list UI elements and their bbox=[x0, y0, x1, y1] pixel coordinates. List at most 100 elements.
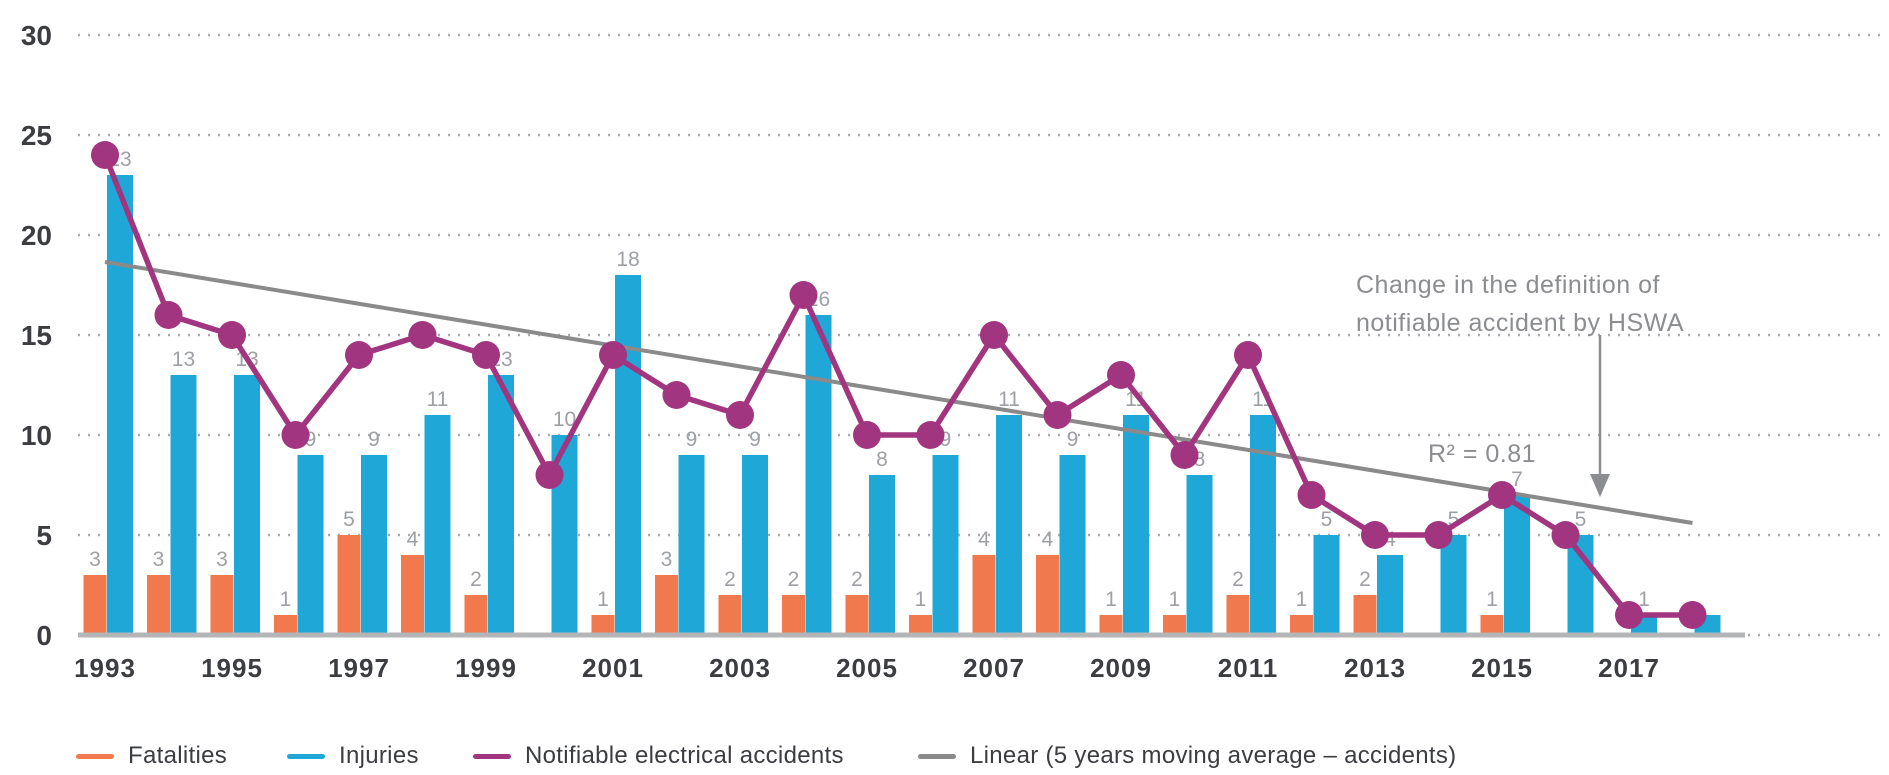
fatalities-value-label: 3 bbox=[89, 548, 101, 571]
fatalities-bar bbox=[401, 555, 424, 635]
injuries-bar bbox=[805, 315, 832, 635]
injuries-bar bbox=[1377, 555, 1403, 635]
injuries-value-label: 9 bbox=[368, 428, 380, 451]
fatalities-bar bbox=[83, 575, 107, 635]
x-axis-tick-label: 2013 bbox=[1344, 653, 1406, 683]
annotation-arrow-icon bbox=[1590, 335, 1610, 497]
fatalities-bar bbox=[464, 595, 488, 635]
fatalities-value-label: 1 bbox=[1105, 588, 1117, 611]
legend-item-fatalities: Fatalities bbox=[76, 742, 227, 770]
injuries-bar bbox=[869, 475, 895, 635]
injuries-value-label: 11 bbox=[427, 388, 449, 411]
linear-trend-swatch-icon bbox=[918, 753, 956, 759]
notifiable-accidents-dot bbox=[980, 321, 1008, 349]
notifiable-accidents-dot bbox=[1043, 401, 1072, 429]
injuries-value-label: 9 bbox=[749, 428, 761, 451]
notifiable-accidents-dot bbox=[1615, 601, 1643, 629]
fatalities-bar bbox=[147, 575, 170, 635]
y-axis-tick-label: 20 bbox=[21, 220, 52, 251]
x-axis-labels: 1993 1995 1997 1999 2001 2003 2005 2007 2009 2011… bbox=[74, 653, 1660, 683]
notifiable-accidents-dot bbox=[1361, 521, 1389, 549]
y-axis-tick-label: 25 bbox=[21, 120, 52, 151]
notifiable-accidents-dot bbox=[916, 421, 945, 449]
notifiable-accidents-dot bbox=[154, 301, 183, 329]
notifiable-accidents-dot bbox=[1107, 361, 1135, 389]
y-axis-tick-label: 0 bbox=[36, 620, 52, 651]
injuries-bar bbox=[1504, 495, 1530, 635]
x-axis-tick-label: 2001 bbox=[582, 653, 644, 683]
x-axis-tick-label: 2003 bbox=[709, 653, 771, 683]
notifiable-accidents-dot bbox=[599, 341, 627, 369]
injuries-value-label: 11 bbox=[1125, 388, 1147, 411]
fatalities-bar bbox=[1163, 615, 1186, 635]
injuries-value-label: 5 bbox=[1321, 508, 1333, 531]
x-axis-tick-label: 1995 bbox=[201, 653, 263, 683]
notifiable-accidents-dot bbox=[1297, 481, 1326, 509]
notifiable-accidents-dot bbox=[1488, 481, 1516, 509]
fatalities-bar bbox=[909, 615, 932, 635]
fatalities-value-label: 2 bbox=[1359, 568, 1371, 591]
notifiable-accidents-swatch-icon bbox=[473, 753, 511, 759]
x-axis-tick-label: 1993 bbox=[74, 653, 136, 683]
injuries-bar bbox=[996, 415, 1022, 635]
legend-item-notifiable-accidents: Notifiable electrical accidents bbox=[473, 742, 844, 770]
legend-item-injuries: Injuries bbox=[287, 742, 419, 770]
fatalities-bar bbox=[1290, 615, 1313, 635]
legend-label: Notifiable electrical accidents bbox=[525, 742, 844, 769]
notifiable-accidents-dot bbox=[1170, 441, 1199, 469]
notifiable-accidents-markers bbox=[91, 141, 1707, 629]
fatalities-value-label: 2 bbox=[724, 568, 736, 591]
fatalities-value-label: 2 bbox=[470, 568, 482, 591]
legend-item-linear-trend: Linear (5 years moving average – acciden… bbox=[918, 742, 1456, 770]
x-axis-tick-label: 2017 bbox=[1598, 653, 1660, 683]
notifiable-accidents-dot bbox=[853, 421, 881, 449]
fatalities-bar bbox=[845, 595, 869, 635]
injuries-bar bbox=[678, 455, 705, 635]
notifiable-accidents-dot bbox=[472, 341, 500, 369]
fatalities-value-label: 2 bbox=[1232, 568, 1244, 591]
notifiable-accidents-dot bbox=[218, 321, 246, 349]
legend-label: Injuries bbox=[339, 742, 419, 769]
y-axis-tick-label: 10 bbox=[21, 420, 52, 451]
fatalities-value-label: 4 bbox=[1042, 528, 1054, 551]
legend-label: Fatalities bbox=[128, 742, 228, 769]
injuries-bar bbox=[1059, 455, 1086, 635]
injuries-value-label: 8 bbox=[1194, 448, 1206, 471]
legend-label: Linear (5 years moving average – acciden… bbox=[970, 742, 1457, 769]
injuries-bar bbox=[361, 455, 387, 635]
fatalities-swatch-icon bbox=[76, 753, 114, 759]
injuries-value-label: 9 bbox=[940, 428, 952, 451]
injuries-value-label: 13 bbox=[172, 348, 195, 371]
fatalities-value-label: 5 bbox=[343, 508, 355, 531]
notifiable-accidents-dot bbox=[1424, 521, 1453, 549]
injuries-bar bbox=[1123, 415, 1149, 635]
chart-legend: Fatalities Injuries Notifiable electrica… bbox=[0, 742, 1889, 772]
injuries-bar bbox=[742, 455, 768, 635]
injuries-value-label: 11 bbox=[998, 388, 1020, 411]
fatalities-value-label: 1 bbox=[1486, 588, 1498, 611]
injuries-bar bbox=[932, 455, 959, 635]
notifiable-accidents-dot bbox=[1551, 521, 1580, 549]
hswa-annotation-line2: notifiable accident by HSWA bbox=[1356, 309, 1685, 337]
x-axis-tick-label: 2007 bbox=[963, 653, 1025, 683]
injuries-bar bbox=[488, 375, 514, 635]
hswa-annotation: Change in the definition of notifiable a… bbox=[1356, 266, 1684, 342]
r-squared-label: R² = 0.81 bbox=[1428, 440, 1537, 468]
notifiable-accidents-dot bbox=[535, 461, 564, 489]
x-axis-tick-label: 1997 bbox=[328, 653, 390, 683]
fatalities-value-label: 1 bbox=[1169, 588, 1181, 611]
fatalities-bar bbox=[1353, 595, 1377, 635]
fatalities-value-label: 3 bbox=[153, 548, 165, 571]
fatalities-bar bbox=[1036, 555, 1059, 635]
fatalities-value-label: 3 bbox=[216, 548, 228, 571]
fatalities-value-label: 2 bbox=[851, 568, 863, 591]
y-axis-tick-label: 5 bbox=[36, 520, 52, 551]
injuries-value-label: 5 bbox=[1448, 508, 1460, 531]
notifiable-accidents-dot bbox=[91, 141, 119, 169]
injuries-bar bbox=[107, 175, 133, 635]
fatalities-value-label: 4 bbox=[978, 528, 990, 551]
injuries-value-label: 1 bbox=[1638, 588, 1650, 611]
fatalities-value-label: 1 bbox=[915, 588, 927, 611]
y-axis-tick-label: 30 bbox=[21, 20, 52, 51]
